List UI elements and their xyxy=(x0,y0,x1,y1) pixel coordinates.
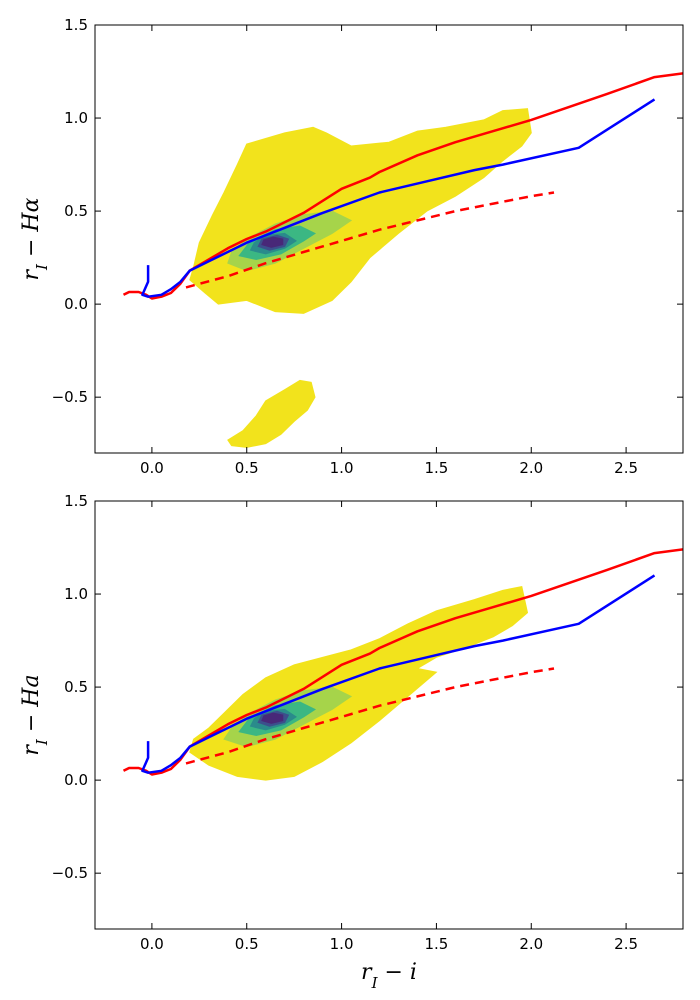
density-region-outer-1 xyxy=(227,379,316,448)
label-base: r xyxy=(19,268,44,280)
x-tick-label: 1.5 xyxy=(424,935,448,953)
y-axis-label: rI − Hα xyxy=(19,197,51,280)
y-tick-label: 1.0 xyxy=(64,585,88,603)
label-rest: − i xyxy=(378,960,417,985)
y-tick-label: 0.0 xyxy=(64,771,88,789)
x-tick-label: 1.0 xyxy=(330,459,354,477)
x-tick-label: 0.0 xyxy=(140,935,164,953)
x-tick-label: 1.0 xyxy=(330,935,354,953)
x-axis-label: rI − i xyxy=(361,960,417,992)
series-red-dashed xyxy=(185,191,555,289)
x-tick-label: 0.5 xyxy=(235,459,259,477)
y-tick-label: 1.0 xyxy=(64,109,88,127)
y-tick-label: 0.5 xyxy=(64,678,88,696)
series-red-solid xyxy=(122,548,683,776)
x-tick-label: 2.0 xyxy=(519,459,543,477)
series-blue-solid xyxy=(141,98,656,298)
y-tick-label: −0.5 xyxy=(52,388,88,406)
density-region-peak-5 xyxy=(261,712,284,724)
x-tick-label: 1.5 xyxy=(424,459,448,477)
x-tick-label: 0.5 xyxy=(235,935,259,953)
y-axis-label: rI − Ha xyxy=(19,674,51,755)
x-tick-label: 2.5 xyxy=(614,459,638,477)
density-region-peak-6 xyxy=(261,236,284,248)
label-subscript: I xyxy=(33,263,51,271)
axes-frame xyxy=(94,24,684,454)
density-region-outer-0 xyxy=(189,108,532,314)
x-tick-label: 2.0 xyxy=(519,935,543,953)
label-rest: − Ha xyxy=(19,674,44,739)
plot-area xyxy=(122,548,683,781)
y-tick-label: 0.0 xyxy=(64,295,88,313)
series-blue-solid xyxy=(141,574,656,774)
x-tick-label: 2.5 xyxy=(614,935,638,953)
label-subscript: I xyxy=(33,738,51,746)
label-base: r xyxy=(361,960,373,985)
label-base: r xyxy=(19,744,44,756)
y-tick-label: 1.5 xyxy=(64,492,88,510)
label-rest: − Hα xyxy=(19,197,44,264)
panel-bottom: 0.0 0.5 1.0 1.5 2.0 2.5−0.50.00.51.01.5rI − H… xyxy=(19,492,684,992)
y-tick-label: 0.5 xyxy=(64,202,88,220)
plot-area xyxy=(122,72,683,448)
series-red-solid xyxy=(122,72,683,300)
axes-frame xyxy=(94,500,684,930)
y-tick-label: −0.5 xyxy=(52,864,88,882)
panel-top: 0.0 0.5 1.0 1.5 2.0 2.5 −0.5 0.0 0.5 1.0 1.5 rI − H… xyxy=(19,16,684,477)
y-tick-label: 1.5 xyxy=(64,16,88,34)
label-subscript: I xyxy=(371,974,379,992)
series-red-dashed xyxy=(185,667,555,765)
x-tick-label: 0.0 xyxy=(140,459,164,477)
